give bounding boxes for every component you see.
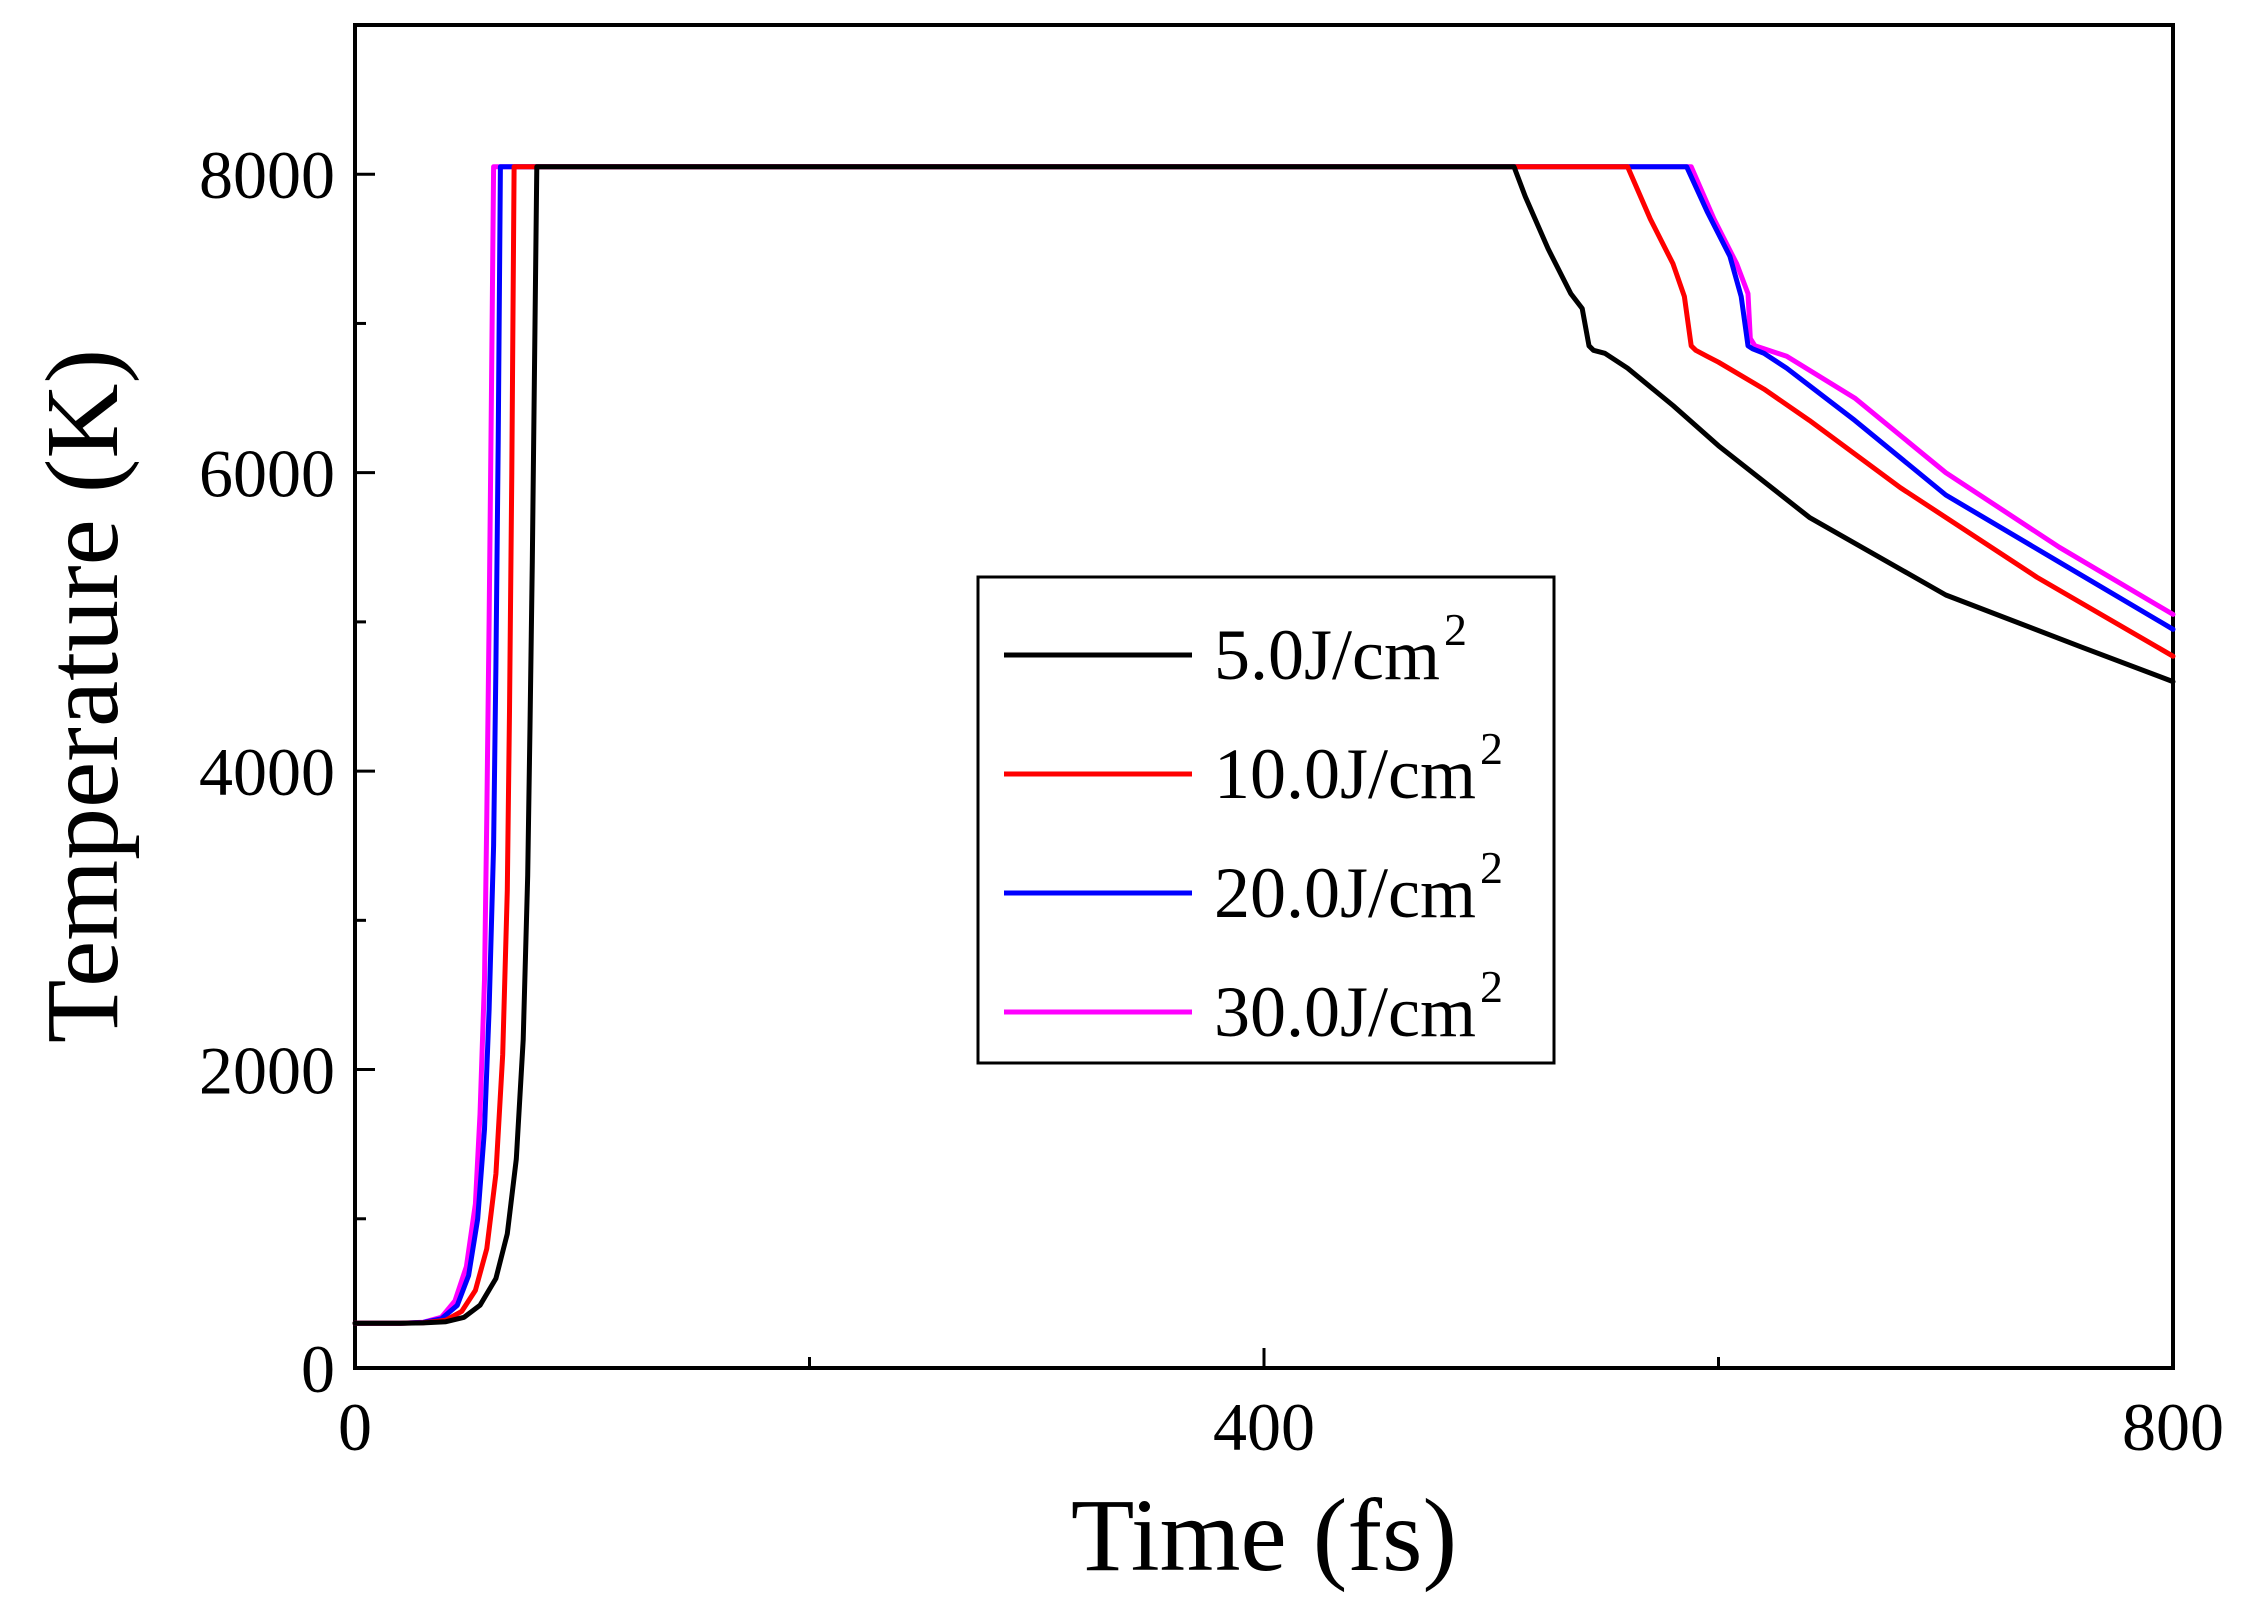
y-tick-label: 6000 (199, 436, 335, 512)
y-tick-label: 0 (301, 1331, 335, 1407)
x-axis-title: Time (fs) (1071, 1478, 1457, 1593)
series-layer (352, 164, 2176, 1326)
y-tick-label: 4000 (199, 734, 335, 810)
legend-label-main: 5.0J/cm (1214, 615, 1440, 695)
y-tick-label: 2000 (199, 1033, 335, 1109)
x-tick-label: 800 (2122, 1389, 2224, 1465)
series-line-4 (352, 164, 2176, 1326)
series-line-1 (352, 164, 2176, 1326)
legend-label-main: 30.0J/cm (1214, 972, 1476, 1052)
legend-label-sup: 2 (1480, 842, 1503, 893)
legend-label-4: 30.0J/cm2 (1214, 961, 1503, 1052)
legend-label-main: 10.0J/cm (1214, 734, 1476, 814)
legend-label-sup: 2 (1444, 604, 1467, 655)
legend-label-main: 20.0J/cm (1214, 853, 1476, 933)
legend-label-1: 5.0J/cm2 (1214, 604, 1467, 695)
series-line-3 (352, 164, 2176, 1326)
x-tick-label: 400 (1213, 1389, 1315, 1465)
y-axis-title: Temperature (K) (25, 349, 140, 1043)
y-tick-label: 8000 (199, 137, 335, 213)
legend-box (976, 575, 1556, 1065)
x-tick-label: 0 (338, 1389, 372, 1465)
legend-label-2: 10.0J/cm2 (1214, 723, 1503, 814)
legend-label-3: 20.0J/cm2 (1214, 842, 1503, 933)
legend-label-sup: 2 (1480, 961, 1503, 1012)
legend-label-sup: 2 (1480, 723, 1503, 774)
